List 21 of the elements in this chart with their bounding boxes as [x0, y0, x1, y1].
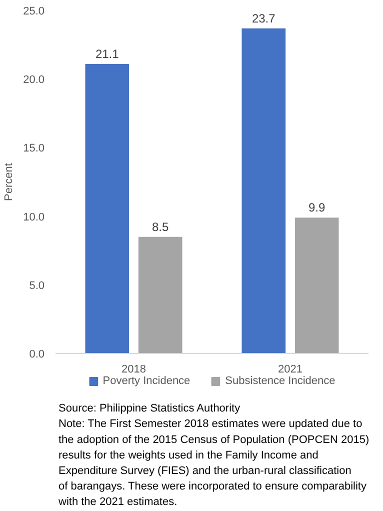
- bar: [242, 28, 286, 354]
- source-note: Source: Philippine Statistics Authority: [58, 402, 241, 415]
- data-label: 8.5: [152, 220, 170, 234]
- bar: [85, 64, 130, 354]
- legend-label: Subsistence Incidence: [225, 375, 336, 387]
- y-tick-label: 0.0: [29, 348, 45, 360]
- data-label: 23.7: [252, 11, 276, 26]
- text: Note: The First Semester 2018 estimates were updated due to the adoption of the 2015 Census of Population (POPCEN 2015) results for the weights used in the Family Income and Expenditure Survey (FIES) and the urban-rural classification of barangays. These were incorporated to ensure comparability with the 2021 estimates.: [58, 418, 370, 508]
- legend-label: Poverty Incidence: [102, 375, 190, 387]
- bar: [294, 218, 339, 354]
- x-tick-label: 2021: [278, 364, 302, 376]
- y-axis-title: Percent: [3, 163, 16, 201]
- y-tick-label: 15.0: [23, 142, 45, 155]
- data-label: 21.1: [95, 47, 120, 62]
- data-label: 9.9: [308, 200, 326, 215]
- y-tick-label: 5.0: [29, 280, 45, 292]
- y-tick-label: 25.0: [23, 6, 45, 18]
- x-tick-label: 2018: [122, 364, 146, 376]
- y-tick-label: 10.0: [23, 211, 45, 224]
- y-tick-label: 20.0: [23, 74, 45, 86]
- bar: [138, 236, 182, 354]
